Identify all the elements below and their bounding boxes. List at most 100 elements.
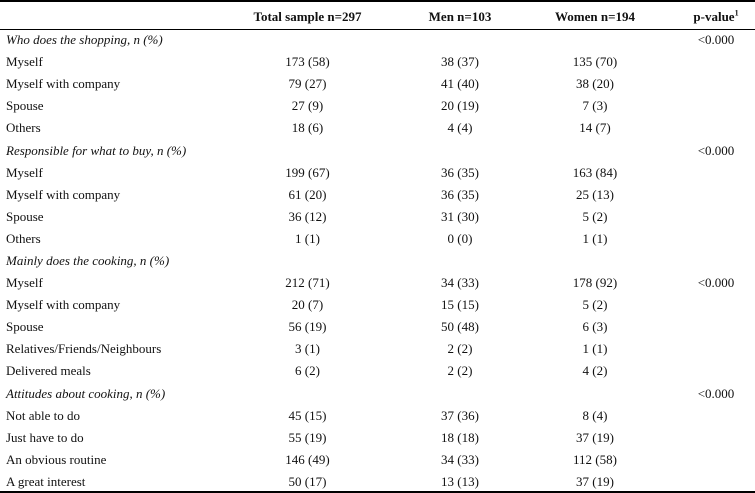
row-pvalue xyxy=(671,184,755,206)
row-women-value: 38 (20) xyxy=(576,76,614,92)
row-total-value: 27 (9) xyxy=(291,98,324,114)
table-row: Spouse 36 (12) 31 (30) 5 (2) xyxy=(0,206,755,228)
row-label: Spouse xyxy=(6,98,44,114)
row-women-value: 163 (84) xyxy=(572,164,618,180)
row-total-value: 212 (71) xyxy=(285,275,330,291)
row-men-value: 41 (40) xyxy=(441,76,479,92)
header-pvalue-text: p-value xyxy=(693,8,735,24)
row-pvalue xyxy=(671,405,755,427)
table-row: Spouse 27 (9) 20 (19) 7 (3) xyxy=(0,95,755,117)
row-label: Spouse xyxy=(6,319,44,335)
table-row: Relatives/Friends/Neighbours 3 (1) 2 (2) 1 … xyxy=(0,338,755,360)
row-pvalue xyxy=(671,51,755,73)
row-pvalue xyxy=(671,316,755,338)
row-pvalue xyxy=(671,360,755,382)
section-men-cell xyxy=(401,139,519,161)
table-body: Who does the shopping, n (%) <0.000 Myself… xyxy=(0,29,755,493)
section-pvalue: <0.000 xyxy=(697,142,735,158)
row-label: Myself xyxy=(6,275,43,291)
section-total-cell xyxy=(214,139,401,161)
row-total-value: 20 (7) xyxy=(291,297,324,313)
section-title: Attitudes about cooking, n (%) xyxy=(6,385,166,401)
section-header-row: Mainly does the cooking, n (%) xyxy=(0,250,755,272)
section-women-cell xyxy=(519,383,671,405)
row-label: Delivered meals xyxy=(6,363,91,379)
row-women-value: 1 (1) xyxy=(582,341,608,357)
table-row: Others 1 (1) 0 (0) 1 (1) xyxy=(0,228,755,250)
header-label-cell xyxy=(0,4,214,29)
row-men-value: 38 (37) xyxy=(441,54,479,70)
row-total-value: 45 (15) xyxy=(288,407,327,423)
row-pvalue xyxy=(671,471,755,493)
row-label: An obvious routine xyxy=(6,451,107,467)
row-label: A great interest xyxy=(6,473,86,489)
section-women-cell xyxy=(519,250,671,272)
row-label: Myself xyxy=(6,164,43,180)
row-men-value: 18 (18) xyxy=(441,429,479,445)
section-men-cell xyxy=(401,29,519,51)
section-title: Mainly does the cooking, n (%) xyxy=(6,252,170,268)
section-men-cell xyxy=(401,383,519,405)
table-row: Delivered meals 6 (2) 2 (2) 4 (2) xyxy=(0,360,755,382)
row-women-value: 135 (70) xyxy=(572,54,618,70)
header-pvalue-footnote: 1 xyxy=(734,8,739,18)
row-men-value: 50 (48) xyxy=(441,319,479,335)
section-women-cell xyxy=(519,29,671,51)
header-pvalue: p-value1 xyxy=(671,4,755,29)
table-row: Myself with company 79 (27) 41 (40) 38 (20) xyxy=(0,73,755,95)
table-row: Myself 173 (58) 38 (37) 135 (70) xyxy=(0,51,755,73)
row-pvalue xyxy=(671,117,755,139)
row-women-value: 7 (3) xyxy=(582,98,608,114)
header-rule xyxy=(0,29,755,30)
row-total-value: 36 (12) xyxy=(288,208,327,224)
section-pvalue xyxy=(671,250,755,272)
table-row: Myself with company 61 (20) 36 (35) 25 (13) xyxy=(0,184,755,206)
row-men-value: 0 (0) xyxy=(447,230,473,246)
section-total-cell xyxy=(214,29,401,51)
header-total: Total sample n=297 xyxy=(253,8,362,24)
row-label: Just have to do xyxy=(6,429,84,445)
header-row: Total sample n=297 Men n=103 Women n=194… xyxy=(0,4,755,29)
section-header-row: Responsible for what to buy, n (%) <0.000 xyxy=(0,139,755,161)
row-pvalue xyxy=(671,338,755,360)
section-title: Who does the shopping, n (%) xyxy=(6,32,163,48)
row-men-value: 13 (13) xyxy=(441,473,479,489)
section-pvalue: <0.000 xyxy=(697,385,735,401)
row-total-value: 1 (1) xyxy=(295,230,320,246)
row-total-value: 3 (1) xyxy=(295,341,320,357)
row-label: Others xyxy=(6,230,41,246)
row-men-value: 15 (15) xyxy=(441,297,479,313)
row-total-value: 50 (17) xyxy=(288,473,327,489)
row-women-value: 1 (1) xyxy=(582,230,608,246)
header-women: Women n=194 xyxy=(555,8,635,24)
row-women-value: 14 (7) xyxy=(579,120,611,136)
row-total-value: 199 (67) xyxy=(285,164,330,180)
section-pvalue: <0.000 xyxy=(697,32,735,48)
bottom-rule xyxy=(0,491,755,493)
section-total-cell xyxy=(214,383,401,405)
row-men-value: 34 (33) xyxy=(441,451,479,467)
table-row: Myself 199 (67) 36 (35) 163 (84) xyxy=(0,162,755,184)
row-total-value: 6 (2) xyxy=(295,363,320,379)
row-total-value: 79 (27) xyxy=(288,76,327,92)
section-header-row: Who does the shopping, n (%) <0.000 xyxy=(0,29,755,51)
row-total-value: 173 (58) xyxy=(285,54,330,70)
table-row: Myself 212 (71) 34 (33) 178 (92) <0.000 xyxy=(0,272,755,294)
row-women-value: 4 (2) xyxy=(582,363,608,379)
row-men-value: 2 (2) xyxy=(447,363,473,379)
top-rule xyxy=(0,0,755,2)
row-men-value: 4 (4) xyxy=(447,120,473,136)
row-label: Others xyxy=(6,120,41,136)
row-pvalue xyxy=(671,206,755,228)
row-total-value: 61 (20) xyxy=(288,186,327,202)
row-pvalue xyxy=(671,294,755,316)
row-pvalue xyxy=(671,73,755,95)
row-women-value: 178 (92) xyxy=(572,275,618,291)
section-women-cell xyxy=(519,139,671,161)
row-label: Spouse xyxy=(6,208,44,224)
row-label: Not able to do xyxy=(6,407,81,423)
row-men-value: 2 (2) xyxy=(447,341,473,357)
section-men-cell xyxy=(401,250,519,272)
header-men: Men n=103 xyxy=(428,8,492,24)
